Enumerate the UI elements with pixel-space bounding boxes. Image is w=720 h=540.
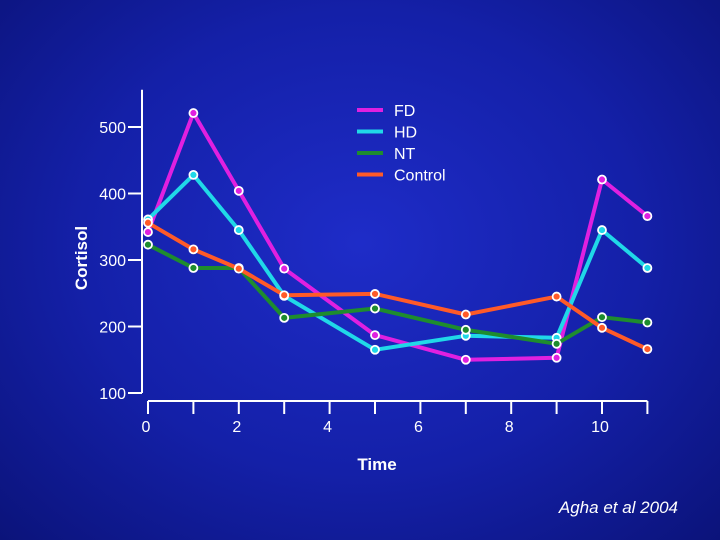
x-tick-label: 6 [414,419,423,436]
data-point-nt [460,324,471,335]
x-tick-label: 8 [505,419,514,436]
data-point-nt [551,338,562,349]
x-axis-label: Time [357,455,396,474]
data-point-hd [188,169,199,180]
data-point-control [188,244,199,255]
data-point-hd [597,225,607,235]
data-point-control [233,263,244,274]
data-point-fd [370,330,380,341]
data-point-control [642,344,653,355]
legend-label-control: Control [394,168,446,185]
legend: FD HD NT Control [357,103,446,185]
series-line-control [146,221,649,351]
data-point-control [597,322,607,333]
series-fd [143,108,653,365]
y-tick-label: 100 [99,386,126,403]
data-point-nt [370,303,380,314]
data-point-fd [143,227,153,237]
legend-label-nt: NT [394,146,416,163]
data-point-nt [642,317,653,328]
legend-label-fd: FD [394,103,415,120]
y-tick-label: 200 [99,320,126,337]
series-layer [143,108,653,365]
y-axis-label: Cortisol [72,226,91,290]
axes: 100 200 300 400 500 0 2 4 6 8 10 [99,89,649,436]
data-point-control [143,217,153,228]
legend-label-hd: HD [394,125,417,142]
x-tick-label: 10 [591,419,609,436]
data-point-nt [597,312,607,323]
data-point-fd [460,354,471,365]
x-tick-label: 0 [142,419,151,436]
data-point-fd [233,185,244,196]
data-point-nt [279,312,290,323]
x-tick-label: 4 [323,419,332,436]
data-point-fd [597,174,607,185]
data-point-control [370,289,380,299]
data-point-nt [188,263,199,273]
data-point-hd [370,344,380,355]
data-point-fd [551,352,562,363]
data-point-hd [642,263,653,273]
data-point-control [551,291,562,302]
data-point-fd [642,211,653,222]
data-point-fd [188,108,199,118]
citation-text: Agha et al 2004 [558,498,678,517]
y-tick-label: 300 [99,253,126,270]
y-tick-label: 400 [99,187,126,204]
data-point-fd [279,263,290,274]
data-point-hd [233,225,244,235]
data-point-nt [143,239,153,250]
data-point-control [279,290,290,301]
y-tick-label: 500 [99,120,126,137]
data-point-control [460,309,471,320]
x-tick-label: 2 [232,419,241,436]
series-control [143,217,653,355]
